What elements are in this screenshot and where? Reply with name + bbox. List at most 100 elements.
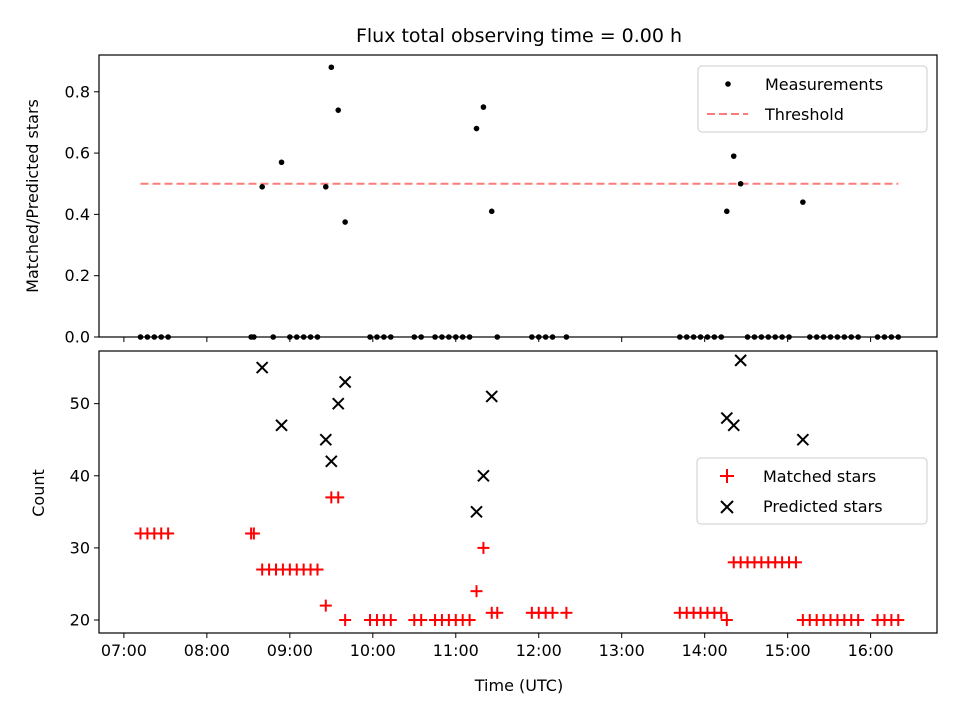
- bottom-x-tick-label: 12:00: [516, 641, 562, 660]
- matched-star-point: [477, 541, 490, 554]
- matched-star-point: [162, 527, 175, 540]
- matched-star-point: [384, 614, 397, 627]
- bottom-legend-box: [696, 457, 928, 525]
- top-x-ticks: [123, 337, 872, 342]
- legend-measurements-marker: [725, 81, 731, 87]
- matched-star-point: [311, 563, 324, 576]
- bottom-x-tick-label: 13:00: [599, 641, 645, 660]
- bottom-x-tick-label: 10:00: [350, 641, 396, 660]
- matched-star-point: [339, 614, 352, 627]
- bottom-y-tick-label: 50: [70, 394, 90, 413]
- predicted-star-point: [470, 505, 483, 519]
- bottom-x-tick-label: 11:00: [433, 641, 479, 660]
- predicted-star-point: [338, 375, 352, 389]
- bottom-y-tick-label: 20: [70, 611, 90, 630]
- bottom-x-tick-label: 16:00: [848, 641, 894, 660]
- matched-star-point: [560, 606, 573, 619]
- top-legend: Measurements Threshold: [697, 65, 928, 133]
- legend-predicted-label: Predicted stars: [763, 497, 883, 516]
- measurement-point: [737, 180, 744, 187]
- measurement-point: [480, 104, 487, 110]
- top-y-axis-label: Matched/Predicted stars: [23, 99, 42, 293]
- top-legend-box: [697, 65, 928, 133]
- top-y-tick-label: 0.6: [65, 144, 90, 163]
- bottom-subplot: 20 30 40 50 07:00 08:00 09:00 10:00 11:00 12:00 1…: [29, 350, 938, 695]
- bottom-points-layer: [134, 354, 905, 627]
- matched-star-point: [892, 614, 905, 627]
- measurement-point: [278, 159, 285, 166]
- measurement-point: [730, 153, 737, 159]
- measurement-point: [473, 125, 480, 132]
- predicted-star-stroke: [485, 390, 498, 403]
- matched-star-point: [470, 585, 483, 598]
- top-y-tick-label: 0.0: [65, 328, 90, 347]
- predicted-star-point: [485, 390, 498, 403]
- bottom-x-tick-label: 09:00: [267, 641, 313, 660]
- matched-star-point: [789, 556, 802, 569]
- measurement-point: [322, 184, 329, 190]
- bottom-y-tick-label: 30: [70, 538, 90, 557]
- bottom-x-tick-label: 15:00: [765, 641, 811, 660]
- predicted-star-point: [255, 361, 269, 374]
- legend-threshold-label: Threshold: [764, 105, 844, 124]
- predicted-star-point: [477, 469, 490, 482]
- top-y-tick-label: 0.2: [65, 266, 90, 285]
- chart-title: Flux total observing time = 0.00 h: [356, 25, 682, 47]
- legend-measurements-label: Measurements: [765, 75, 883, 94]
- matched-star-point: [491, 606, 504, 619]
- predicted-star-point: [332, 397, 345, 410]
- matched-star-point: [852, 614, 865, 627]
- bottom-y-axis-label: Count: [29, 469, 48, 517]
- measurement-point: [800, 199, 806, 205]
- matched-star-point: [332, 491, 345, 504]
- bottom-y-ticks: 20 30 40 50: [70, 394, 99, 630]
- matched-star-point: [319, 599, 332, 612]
- predicted-star-point: [734, 354, 747, 367]
- bottom-x-tick-label: 14:00: [682, 641, 728, 660]
- predicted-star-stroke: [325, 455, 338, 468]
- predicted-star-stroke: [720, 411, 734, 425]
- predicted-star-stroke: [727, 419, 740, 432]
- measurement-point: [259, 184, 265, 190]
- matched-star-point: [546, 606, 559, 619]
- measurement-point: [488, 208, 495, 215]
- predicted-star-stroke: [319, 433, 332, 446]
- predicted-star-stroke: [734, 354, 747, 367]
- matched-star-point: [247, 527, 260, 540]
- measurement-point: [724, 208, 730, 215]
- predicted-star-point: [275, 419, 288, 432]
- predicted-star-stroke: [338, 375, 352, 389]
- matched-star-point: [415, 614, 428, 627]
- top-y-tick-label: 0.4: [65, 205, 90, 224]
- predicted-star-stroke: [275, 419, 288, 432]
- predicted-star-point: [796, 433, 810, 446]
- predicted-star-stroke: [255, 361, 269, 374]
- bottom-x-ticks: 07:00 08:00 09:00 10:00 11:00 12:00 13:00 14:00…: [101, 633, 894, 660]
- predicted-star-stroke: [477, 469, 490, 482]
- bottom-legend: Matched stars Predicted stars: [696, 457, 928, 525]
- matched-star-point: [720, 614, 733, 627]
- predicted-star-point: [727, 419, 740, 432]
- bottom-plot-frame: [98, 350, 938, 634]
- predicted-star-stroke: [470, 505, 483, 519]
- bottom-x-tick-label: 08:00: [184, 641, 230, 660]
- legend-matched-marker: [720, 469, 734, 483]
- legend-predicted-marker: [720, 500, 734, 514]
- legend-matched-label: Matched stars: [763, 467, 876, 486]
- top-subplot: 0.00.20.40.60.8 Matched/Predicted stars …: [23, 54, 938, 347]
- top-y-ticks: 0.0 0.2 0.4 0.6 0.8: [65, 82, 99, 347]
- predicted-star-stroke: [796, 433, 810, 446]
- predicted-star-point: [319, 433, 332, 446]
- predicted-star-point: [325, 455, 338, 468]
- measurement-point: [335, 107, 342, 113]
- matched-star-point: [715, 606, 728, 619]
- top-y-tick-label: 0.8: [65, 82, 90, 101]
- bottom-x-tick-label: 07:00: [101, 641, 147, 660]
- bottom-y-tick-label: 40: [70, 466, 90, 485]
- matched-star-point: [463, 614, 476, 627]
- top-plot-frame: [98, 54, 938, 338]
- x-axis-label: Time (UTC): [474, 676, 563, 695]
- predicted-star-stroke: [332, 397, 345, 410]
- measurement-point: [342, 219, 348, 225]
